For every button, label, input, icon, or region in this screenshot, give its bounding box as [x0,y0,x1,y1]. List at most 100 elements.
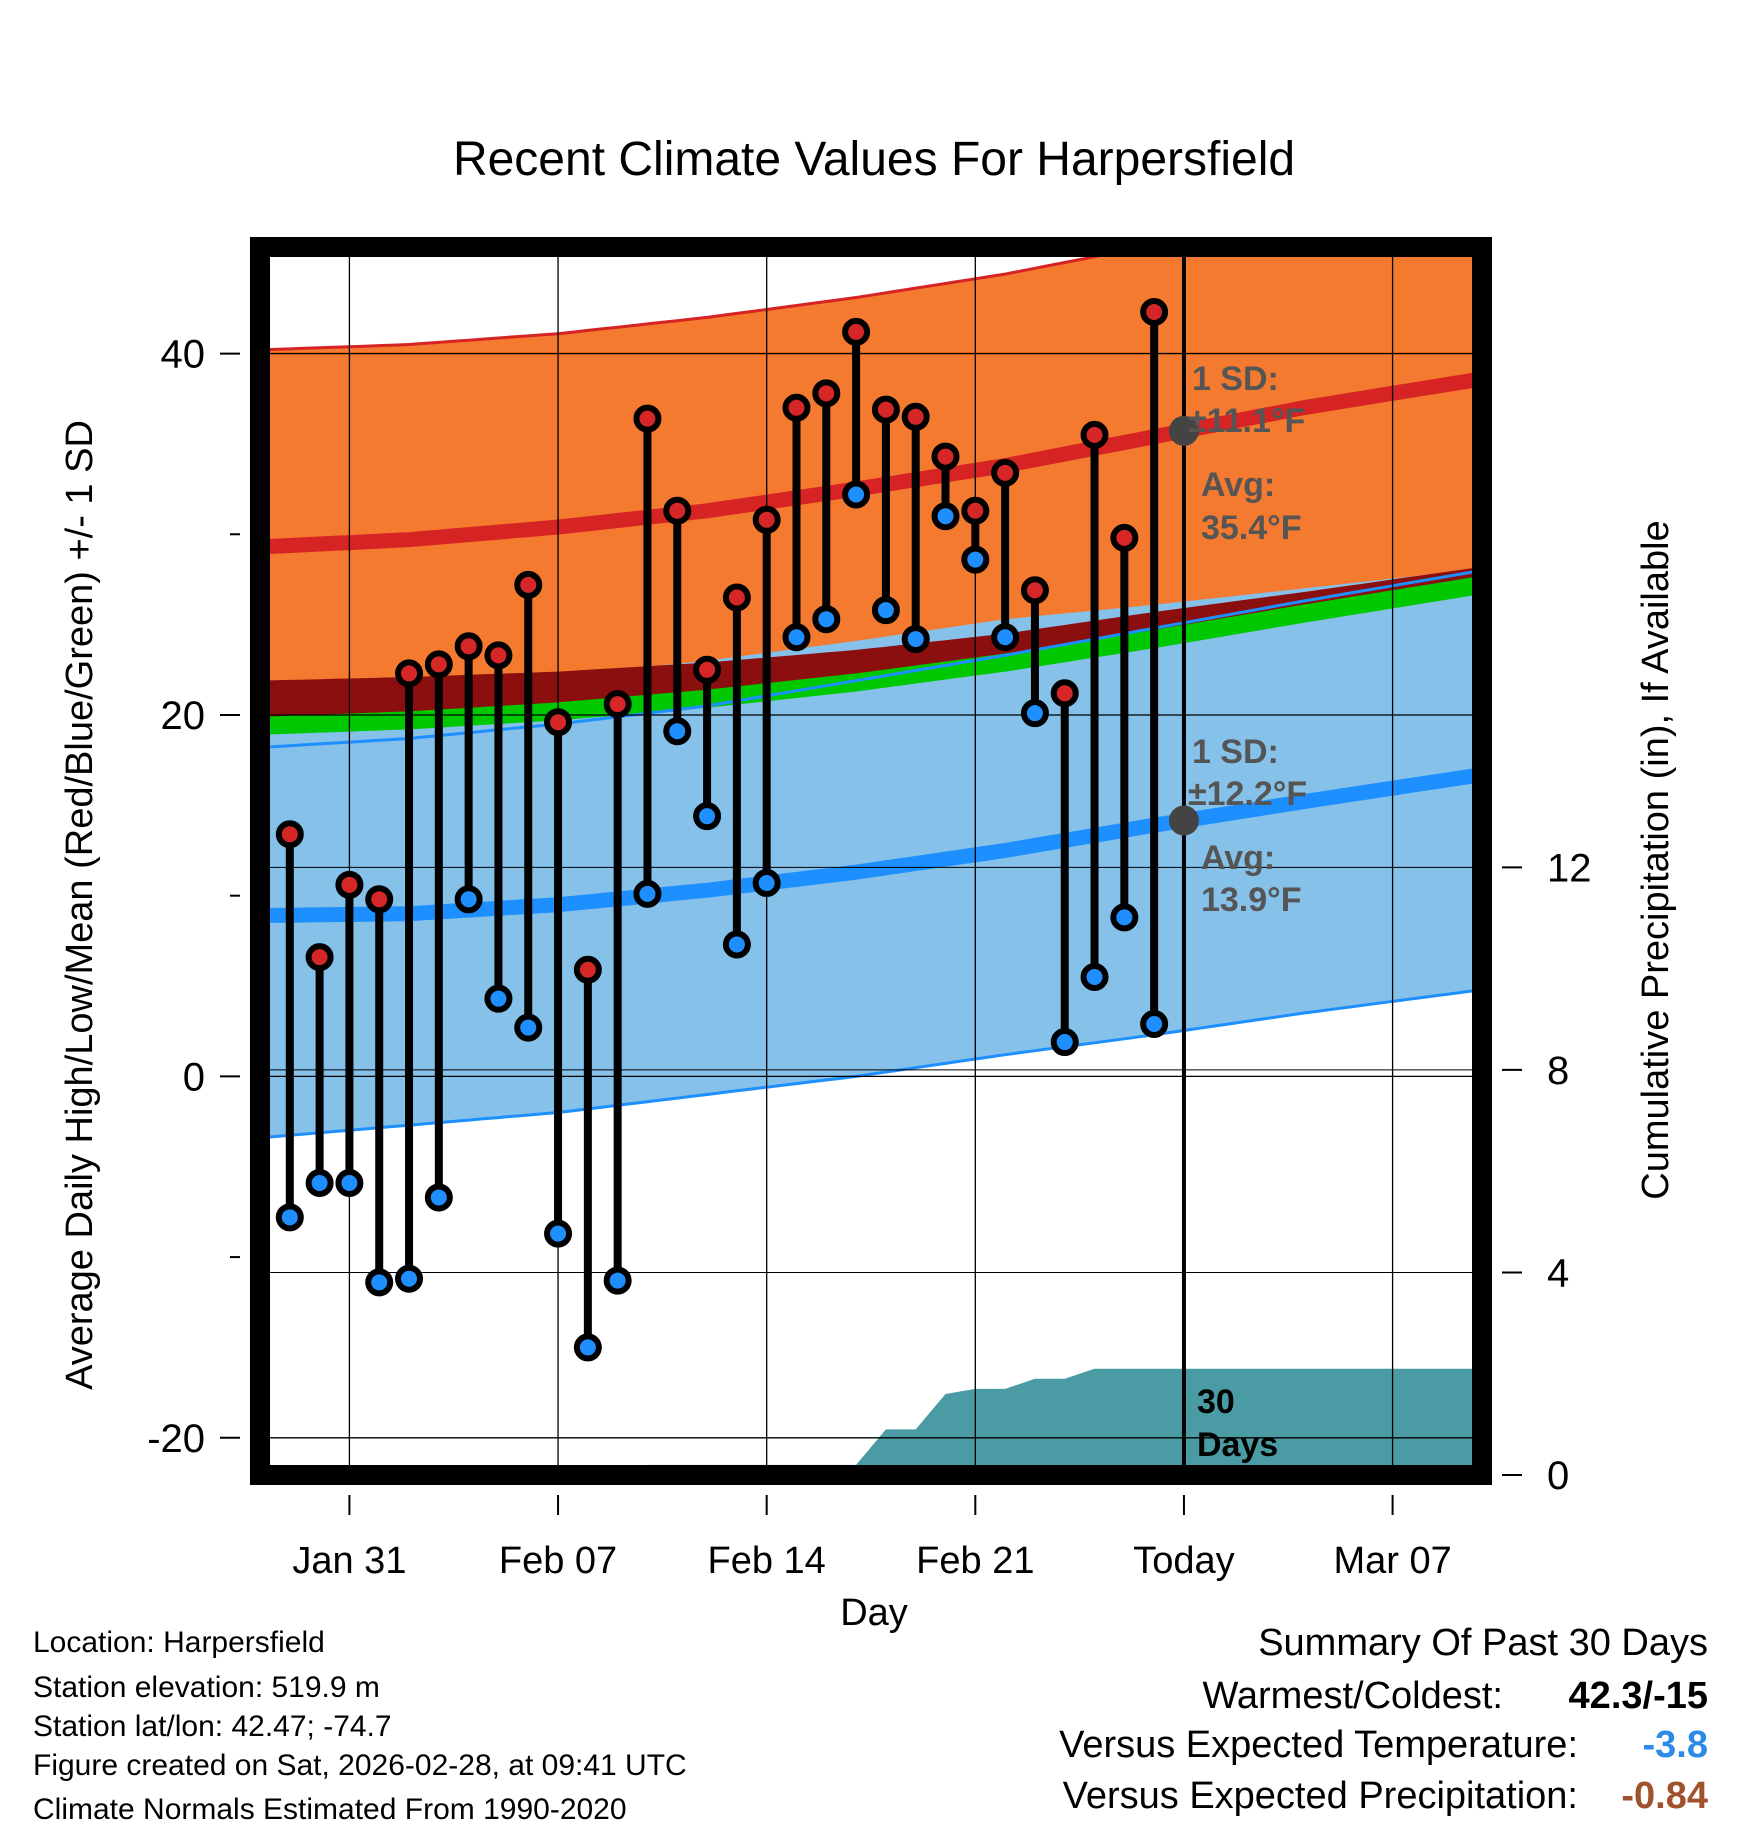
daily-low-point [722,930,751,959]
daily-high-point [842,317,871,346]
y-right-tick-label: 8 [1547,1049,1569,1093]
daily-low-point [544,1219,573,1248]
summary-precip-label: Versus Expected Precipitation: [1062,1775,1578,1817]
summary-warmest-row: Warmest/Coldest: 42.3/-15 [1202,1675,1708,1718]
daily-high-point [812,379,841,408]
high-avg-label: Avg: [1201,466,1275,504]
high-plus-sd-line [260,247,1153,352]
x-tick-label: Today [1133,1540,1234,1582]
summary-precip-value: -0.84 [1621,1775,1708,1817]
high-minus-sd-line [260,568,1482,749]
info-location: Location: Harpersfield [33,1626,325,1659]
daily-low-point [871,596,900,625]
summary-warmest-label: Warmest/Coldest: [1202,1675,1503,1717]
daily-low-point [1080,962,1109,991]
daily-high-point [722,583,751,612]
low-avg-value: 13.9°F [1201,881,1302,919]
daily-low-point [633,879,662,908]
info-created: Figure created on Sat, 2026-02-28, at 09… [33,1749,687,1782]
daily-high-point [395,659,424,688]
low-sd-label: 1 SD: [1192,733,1279,771]
daily-high-point [573,955,602,984]
y-tick-label: 0 [183,1055,205,1099]
y-right-tick-label: 12 [1547,846,1592,890]
daily-low-point [663,717,692,746]
daily-high-point [424,650,453,679]
plot-inner: 1 SD: ±11.1°F Avg: 35.4°F 1 SD: ±12.2°F Avg: 13… [260,247,1482,1475]
daily-low-point [901,625,930,654]
daily-low-point [275,1203,304,1232]
daily-high-point [1110,523,1139,552]
daily-low-point [514,1013,543,1042]
daily-high-point [1050,679,1079,708]
daily-low-point [1050,1028,1079,1057]
daily-low-point [305,1168,334,1197]
daily-low-point [335,1168,364,1197]
high-avg-value: 35.4°F [1201,509,1302,547]
daily-low-point [484,984,513,1013]
info-normals: Climate Normals Estimated From 1990-2020 [33,1793,627,1826]
daily-high-point [931,442,960,471]
summary-title: Summary Of Past 30 Days [1258,1622,1708,1664]
daily-high-point [782,393,811,422]
plot-frame [250,237,1492,1485]
high-sd-value: ±11.1°F [1188,402,1305,440]
daily-low-point [782,623,811,652]
daily-low-point [1110,903,1139,932]
y-axis-right-label: Cumulative Precipitation (in), If Availa… [1635,520,1677,1199]
high-avg-line [260,371,1482,555]
daily-low-point [603,1266,632,1295]
mean-line [260,576,1482,735]
daily-low-point [395,1264,424,1293]
daily-high-point [514,570,543,599]
daily-high-point [693,655,722,684]
daily-low-point [1020,699,1049,728]
y-tick-label: 40 [161,333,206,377]
daily-low-point [931,502,960,531]
summary-temp-row: Versus Expected Temperature: -3.8 [1059,1724,1708,1767]
daily-high-point [365,885,394,914]
daily-high-point [454,632,483,661]
summary-temp-label: Versus Expected Temperature: [1059,1724,1578,1766]
daily-high-point [991,458,1020,487]
daily-low-point [693,802,722,831]
x-tick-label: Mar 07 [1333,1540,1451,1582]
daily-high-point [633,404,662,433]
y-tick-label: 20 [161,694,206,738]
info-latlon: Station lat/lon: 42.47; -74.7 [33,1710,392,1743]
y-axis-label: Average Daily High/Low/Mean (Red/Blue/Gr… [59,420,101,1390]
x-tick-label: Jan 31 [292,1540,406,1582]
info-elevation: Station elevation: 519.9 m [33,1671,380,1704]
daily-high-point [871,395,900,424]
daily-high-point [484,641,513,670]
daily-high-point [1020,576,1049,605]
low-minus-sd-line [260,988,1482,1140]
y-tick-label: -20 [147,1417,205,1461]
x-tick-label: Feb 07 [499,1540,617,1582]
daily-high-point [305,943,334,972]
precip-days-label: 30 [1197,1383,1235,1421]
daily-low-point [365,1268,394,1297]
high-sd-label: 1 SD: [1192,360,1279,398]
x-tick-label: Feb 14 [708,1540,826,1582]
daily-high-point [752,505,781,534]
today-low-avg-dot [1168,805,1199,836]
daily-high-point [275,820,304,849]
summary-warmest-value: 42.3/-15 [1568,1675,1708,1717]
daily-high-point [961,496,990,525]
low-avg-label: Avg: [1201,839,1275,877]
daily-low-point [573,1333,602,1362]
precip-days-unit: Days [1197,1426,1278,1464]
daily-low-point [424,1183,453,1212]
daily-low-point [991,623,1020,652]
daily-high-point [1140,298,1169,327]
x-axis-label: Day [840,1592,908,1634]
y-right-tick-label: 0 [1547,1454,1569,1498]
summary-precip-row: Versus Expected Precipitation: -0.84 [1063,1775,1708,1818]
summary-temp-value: -3.8 [1642,1724,1708,1766]
daily-low-point [812,605,841,634]
daily-high-point [544,708,573,737]
daily-low-point [961,545,990,574]
low-sd-value: ±12.2°F [1188,775,1307,813]
daily-low-point [842,480,871,509]
